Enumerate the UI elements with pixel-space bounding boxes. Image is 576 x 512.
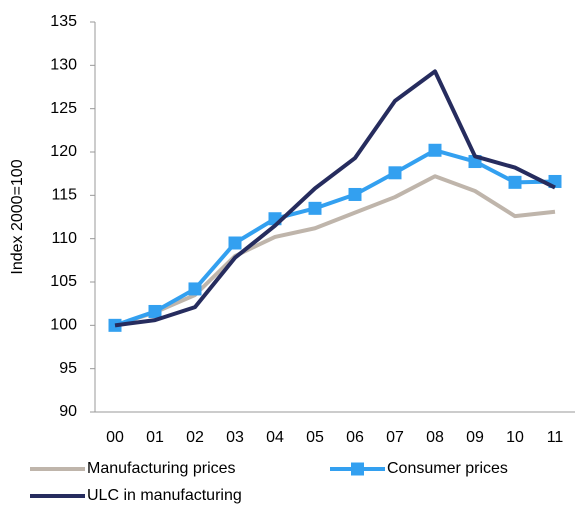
y-tick-label: 110	[51, 230, 77, 247]
y-tick-label: 135	[50, 13, 77, 30]
point	[188, 282, 202, 296]
y-tick-label: 120	[50, 143, 77, 160]
legend-marker	[351, 462, 364, 476]
line	[114, 69, 556, 328]
y-tick-label: 95	[59, 360, 77, 377]
y-tick-label: 100	[50, 317, 77, 334]
x-tick-label: 10	[506, 429, 524, 446]
line	[114, 174, 556, 328]
y-tick-label: 115	[51, 187, 77, 204]
legend-label: ULC in manufacturing	[87, 487, 242, 504]
point	[388, 166, 402, 180]
legend-label: Manufacturing prices	[87, 460, 236, 477]
x-tick-label: 08	[426, 429, 444, 446]
point	[508, 175, 522, 189]
y-tick-label: 90	[59, 403, 77, 420]
x-tick-label: 07	[386, 429, 404, 446]
x-tick-label: 11	[547, 429, 564, 446]
point	[348, 187, 362, 201]
x-tick-label: 06	[346, 429, 364, 446]
legend-label: Consumer prices	[387, 460, 508, 477]
y-tick-label: 125	[50, 100, 77, 117]
y-axis-label: Index 2000=100	[9, 159, 26, 274]
x-tick-label: 02	[186, 429, 204, 446]
x-tick-label: 09	[466, 429, 484, 446]
point	[228, 236, 242, 250]
point	[148, 304, 162, 318]
x-tick-label: 03	[226, 429, 244, 446]
y-tick-label: 105	[50, 273, 77, 290]
line	[114, 148, 556, 328]
y-tick-label: 130	[50, 57, 77, 74]
point	[428, 143, 442, 157]
point	[308, 201, 322, 215]
x-tick-label: 04	[266, 429, 284, 446]
x-tick-label: 05	[306, 429, 324, 446]
x-tick-label: 00	[106, 429, 124, 446]
x-tick-label: 01	[146, 429, 164, 446]
